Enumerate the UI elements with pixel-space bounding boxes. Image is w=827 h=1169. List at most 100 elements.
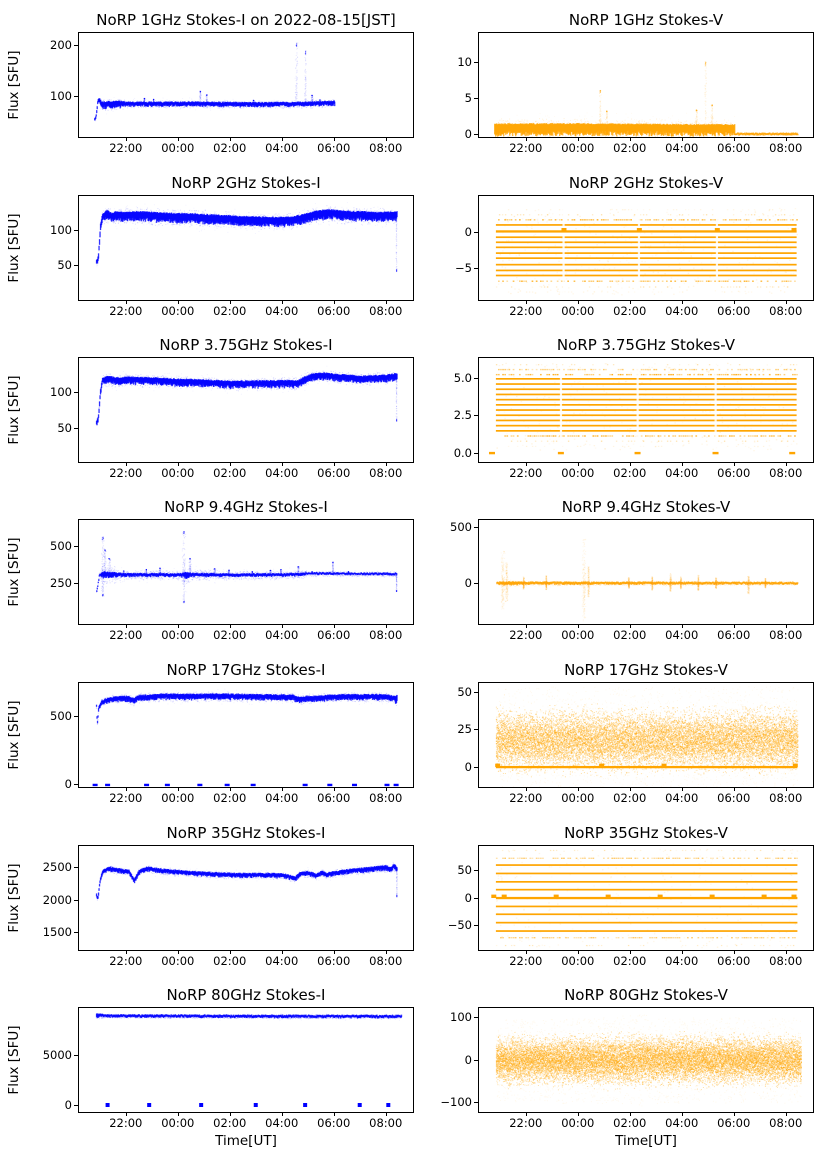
y-tick-label: 10: [457, 54, 472, 69]
x-tick-label: 00:00: [561, 466, 595, 480]
x-tick-mark: [681, 787, 683, 791]
x-tick-label: 06:00: [317, 141, 351, 155]
x-tick-mark: [333, 950, 335, 954]
x-tick-label: 22:00: [109, 1116, 143, 1130]
subplot-title: NoRP 80GHz Stokes-V: [564, 986, 728, 1004]
x-tick-mark: [525, 624, 527, 628]
x-tick-mark: [733, 787, 735, 791]
x-tick-label: 02:00: [613, 141, 647, 155]
x-tick-label: 06:00: [717, 304, 751, 318]
y-tick-label: 0.0: [453, 445, 472, 460]
x-tick-mark: [681, 624, 683, 628]
subplot-title: NoRP 35GHz Stokes-I: [166, 824, 326, 842]
y-tick-label: 100: [450, 1009, 472, 1024]
x-tick-label: 08:00: [369, 628, 403, 642]
subplot-norp-17ghz-stokes-i: NoRP 17GHz Stokes-I Flux [SFU] 500 0 22:00 00…: [6, 661, 414, 805]
subplot-title: NoRP 17GHz Stokes-I: [166, 661, 326, 679]
x-tick-mark: [577, 950, 579, 954]
x-tick-mark: [577, 462, 579, 466]
x-tick-label: 08:00: [769, 791, 803, 805]
x-tick-mark: [385, 1112, 387, 1116]
y-tick-label: 1500: [42, 925, 72, 940]
y-tick-label: 100: [50, 89, 72, 104]
subplot-title: NoRP 9.4GHz Stokes-I: [164, 498, 328, 516]
y-tick-label: 0: [464, 759, 472, 774]
x-tick-label: 02:00: [213, 628, 247, 642]
x-tick-mark: [733, 137, 735, 141]
x-axis-label: Time[UT]: [615, 1133, 677, 1149]
x-tick-mark: [333, 300, 335, 304]
y-tick-label: 50: [457, 862, 472, 877]
x-tick-label: 02:00: [213, 954, 247, 968]
x-tick-label: 04:00: [265, 141, 299, 155]
x-tick-mark: [785, 787, 787, 791]
x-tick-mark: [333, 624, 335, 628]
y-tick-mark: [74, 716, 78, 718]
y-tick-mark: [74, 867, 78, 869]
x-tick-label: 04:00: [265, 466, 299, 480]
x-tick-mark: [785, 300, 787, 304]
y-tick-mark: [74, 45, 78, 47]
x-tick-label: 06:00: [317, 954, 351, 968]
y-tick-mark: [474, 267, 478, 269]
y-tick-mark: [474, 452, 478, 454]
y-tick-mark: [74, 1104, 78, 1106]
y-tick-mark: [74, 582, 78, 584]
x-tick-mark: [525, 787, 527, 791]
x-tick-mark: [681, 462, 683, 466]
x-tick-label: 04:00: [665, 141, 699, 155]
x-tick-label: 00:00: [161, 1116, 195, 1130]
x-tick-mark: [229, 624, 231, 628]
subplot-data-canvas: [479, 33, 813, 137]
y-tick-label: 50: [57, 420, 72, 435]
y-tick-mark: [474, 134, 478, 136]
x-tick-label: 06:00: [717, 1116, 751, 1130]
x-tick-label: 00:00: [161, 466, 195, 480]
x-tick-mark: [577, 1112, 579, 1116]
x-tick-label: 00:00: [161, 954, 195, 968]
y-axis-label: Flux [SFU]: [6, 700, 22, 770]
x-tick-label: 00:00: [561, 1116, 595, 1130]
subplot-data-canvas: [79, 358, 413, 462]
x-tick-mark: [385, 137, 387, 141]
x-tick-mark: [733, 950, 735, 954]
x-tick-mark: [125, 1112, 127, 1116]
y-tick-label: −100: [440, 1095, 472, 1110]
x-tick-mark: [229, 137, 231, 141]
x-tick-mark: [177, 950, 179, 954]
x-tick-mark: [177, 624, 179, 628]
y-tick-mark: [74, 96, 78, 98]
subplot-norp-9-4ghz-stokes-v: NoRP 9.4GHz Stokes-V 500 0 22:00 00:00 02:00 0…: [450, 498, 814, 642]
x-tick-label: 02:00: [213, 466, 247, 480]
x-tick-mark: [577, 300, 579, 304]
x-tick-label: 02:00: [213, 141, 247, 155]
x-tick-mark: [733, 1112, 735, 1116]
x-tick-label: 00:00: [161, 141, 195, 155]
y-tick-label: 50: [57, 258, 72, 273]
x-tick-label: 04:00: [265, 1116, 299, 1130]
subplot-title: NoRP 3.75GHz Stokes-V: [556, 336, 736, 354]
subplot-title: NoRP 1GHz Stokes-V: [568, 11, 724, 29]
x-tick-label: 22:00: [109, 304, 143, 318]
x-tick-label: 08:00: [769, 1116, 803, 1130]
x-tick-label: 00:00: [161, 628, 195, 642]
x-tick-mark: [177, 787, 179, 791]
x-tick-label: 22:00: [109, 628, 143, 642]
x-tick-label: 06:00: [717, 141, 751, 155]
x-tick-mark: [281, 1112, 283, 1116]
x-tick-mark: [125, 624, 127, 628]
x-tick-label: 04:00: [265, 954, 299, 968]
x-tick-mark: [385, 787, 387, 791]
y-tick-label: 0: [464, 575, 472, 590]
x-tick-label: 00:00: [561, 791, 595, 805]
y-tick-label: 2000: [42, 892, 72, 907]
y-tick-mark: [474, 897, 478, 899]
x-tick-mark: [229, 787, 231, 791]
subplot-title: NoRP 35GHz Stokes-V: [564, 824, 728, 842]
x-tick-label: 08:00: [769, 466, 803, 480]
y-axis-label: Flux [SFU]: [6, 863, 22, 933]
x-tick-mark: [577, 137, 579, 141]
y-tick-mark: [74, 1054, 78, 1056]
subplot-data-canvas: [479, 520, 813, 624]
x-tick-label: 02:00: [213, 791, 247, 805]
